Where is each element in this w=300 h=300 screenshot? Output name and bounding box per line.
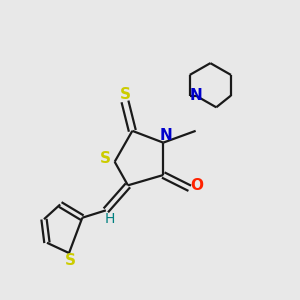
Text: H: H — [105, 212, 116, 226]
Text: S: S — [100, 151, 111, 166]
Text: N: N — [160, 128, 172, 143]
Text: S: S — [119, 87, 130, 102]
Text: O: O — [190, 178, 204, 193]
Text: N: N — [189, 88, 202, 103]
Text: S: S — [65, 253, 76, 268]
